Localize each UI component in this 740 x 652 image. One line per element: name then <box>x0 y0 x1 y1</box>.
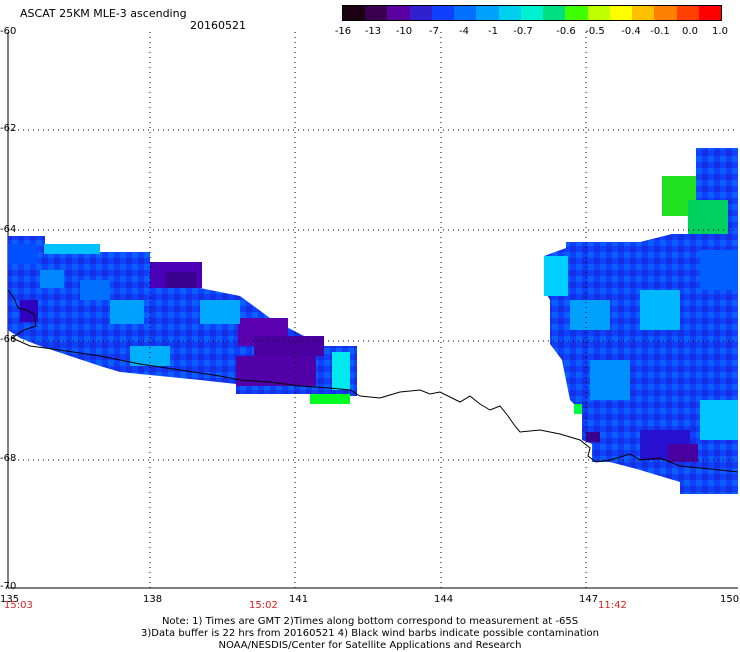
time-label-3: 11:42 <box>598 600 627 611</box>
colorbar-label: -0.1 <box>650 26 670 37</box>
latitude-label: -60 <box>0 26 17 37</box>
colorbar-label: -10 <box>395 26 413 37</box>
colorbar-swatch <box>409 6 432 20</box>
note-line-3: NOAA/NESDIS/Center for Satellite Applica… <box>218 640 522 651</box>
colorbar-label: -0.7 <box>513 26 533 37</box>
colorbar-swatch <box>431 6 455 20</box>
colorbar-swatch <box>676 6 699 20</box>
colorbar-label: -7 <box>429 26 439 37</box>
colorbar-label: -0.6 <box>556 26 576 37</box>
gridlines <box>8 32 738 588</box>
colorbar-label: -4 <box>459 26 469 37</box>
colorbar-swatch <box>632 6 655 20</box>
latitude-label: -62 <box>0 123 17 134</box>
colorbar <box>342 5 722 21</box>
colorbar-swatch <box>609 6 633 20</box>
colorbar-swatch <box>387 6 410 20</box>
note-line-1: Note: 1) Times are GMT 2)Times along bot… <box>161 616 579 627</box>
colorbar-label: 0.0 <box>682 26 698 37</box>
west-swath <box>8 236 357 404</box>
colorbar-label: 1.0 <box>712 26 728 37</box>
product-title: ASCAT 25KM MLE-3 ascending <box>20 7 187 20</box>
colorbar-swatch <box>698 6 721 20</box>
colorbar-swatch <box>365 6 388 20</box>
latitude-label: -66 <box>0 334 17 345</box>
colorbar-label: -16 <box>334 26 352 37</box>
latitude-label: -70 <box>0 581 17 592</box>
time-label-1: 15:03 <box>4 600 33 611</box>
longitude-label: 135 <box>0 594 20 605</box>
colorbar-swatch <box>543 6 566 20</box>
coastline <box>7 289 739 473</box>
colorbar-label: -0.5 <box>585 26 605 37</box>
colorbar-swatch <box>343 6 366 20</box>
colorbar-swatch <box>454 6 477 20</box>
longitude-label: 150 <box>720 594 740 605</box>
note-line-2: 3)Data buffer is 22 hrs from 20160521 4)… <box>141 628 599 639</box>
colorbar-label: -13 <box>364 26 382 37</box>
colorbar-swatch <box>520 6 544 20</box>
latitude-label: -68 <box>0 453 17 464</box>
product-date: 20160521 <box>190 19 246 32</box>
colorbar-swatch <box>654 6 677 20</box>
colorbar-swatch <box>476 6 499 20</box>
longitude-label: 147 <box>579 594 599 605</box>
longitude-label: 144 <box>434 594 454 605</box>
colorbar-swatch <box>565 6 588 20</box>
longitude-label: 141 <box>289 594 309 605</box>
latitude-label: -64 <box>0 224 17 235</box>
colorbar-label: -0.4 <box>621 26 641 37</box>
east-swath <box>544 148 738 494</box>
colorbar-swatch <box>498 6 521 20</box>
longitude-label: 138 <box>143 594 163 605</box>
colorbar-label: -1 <box>488 26 498 37</box>
time-label-2: 15:02 <box>249 600 278 611</box>
colorbar-swatch <box>587 6 610 20</box>
